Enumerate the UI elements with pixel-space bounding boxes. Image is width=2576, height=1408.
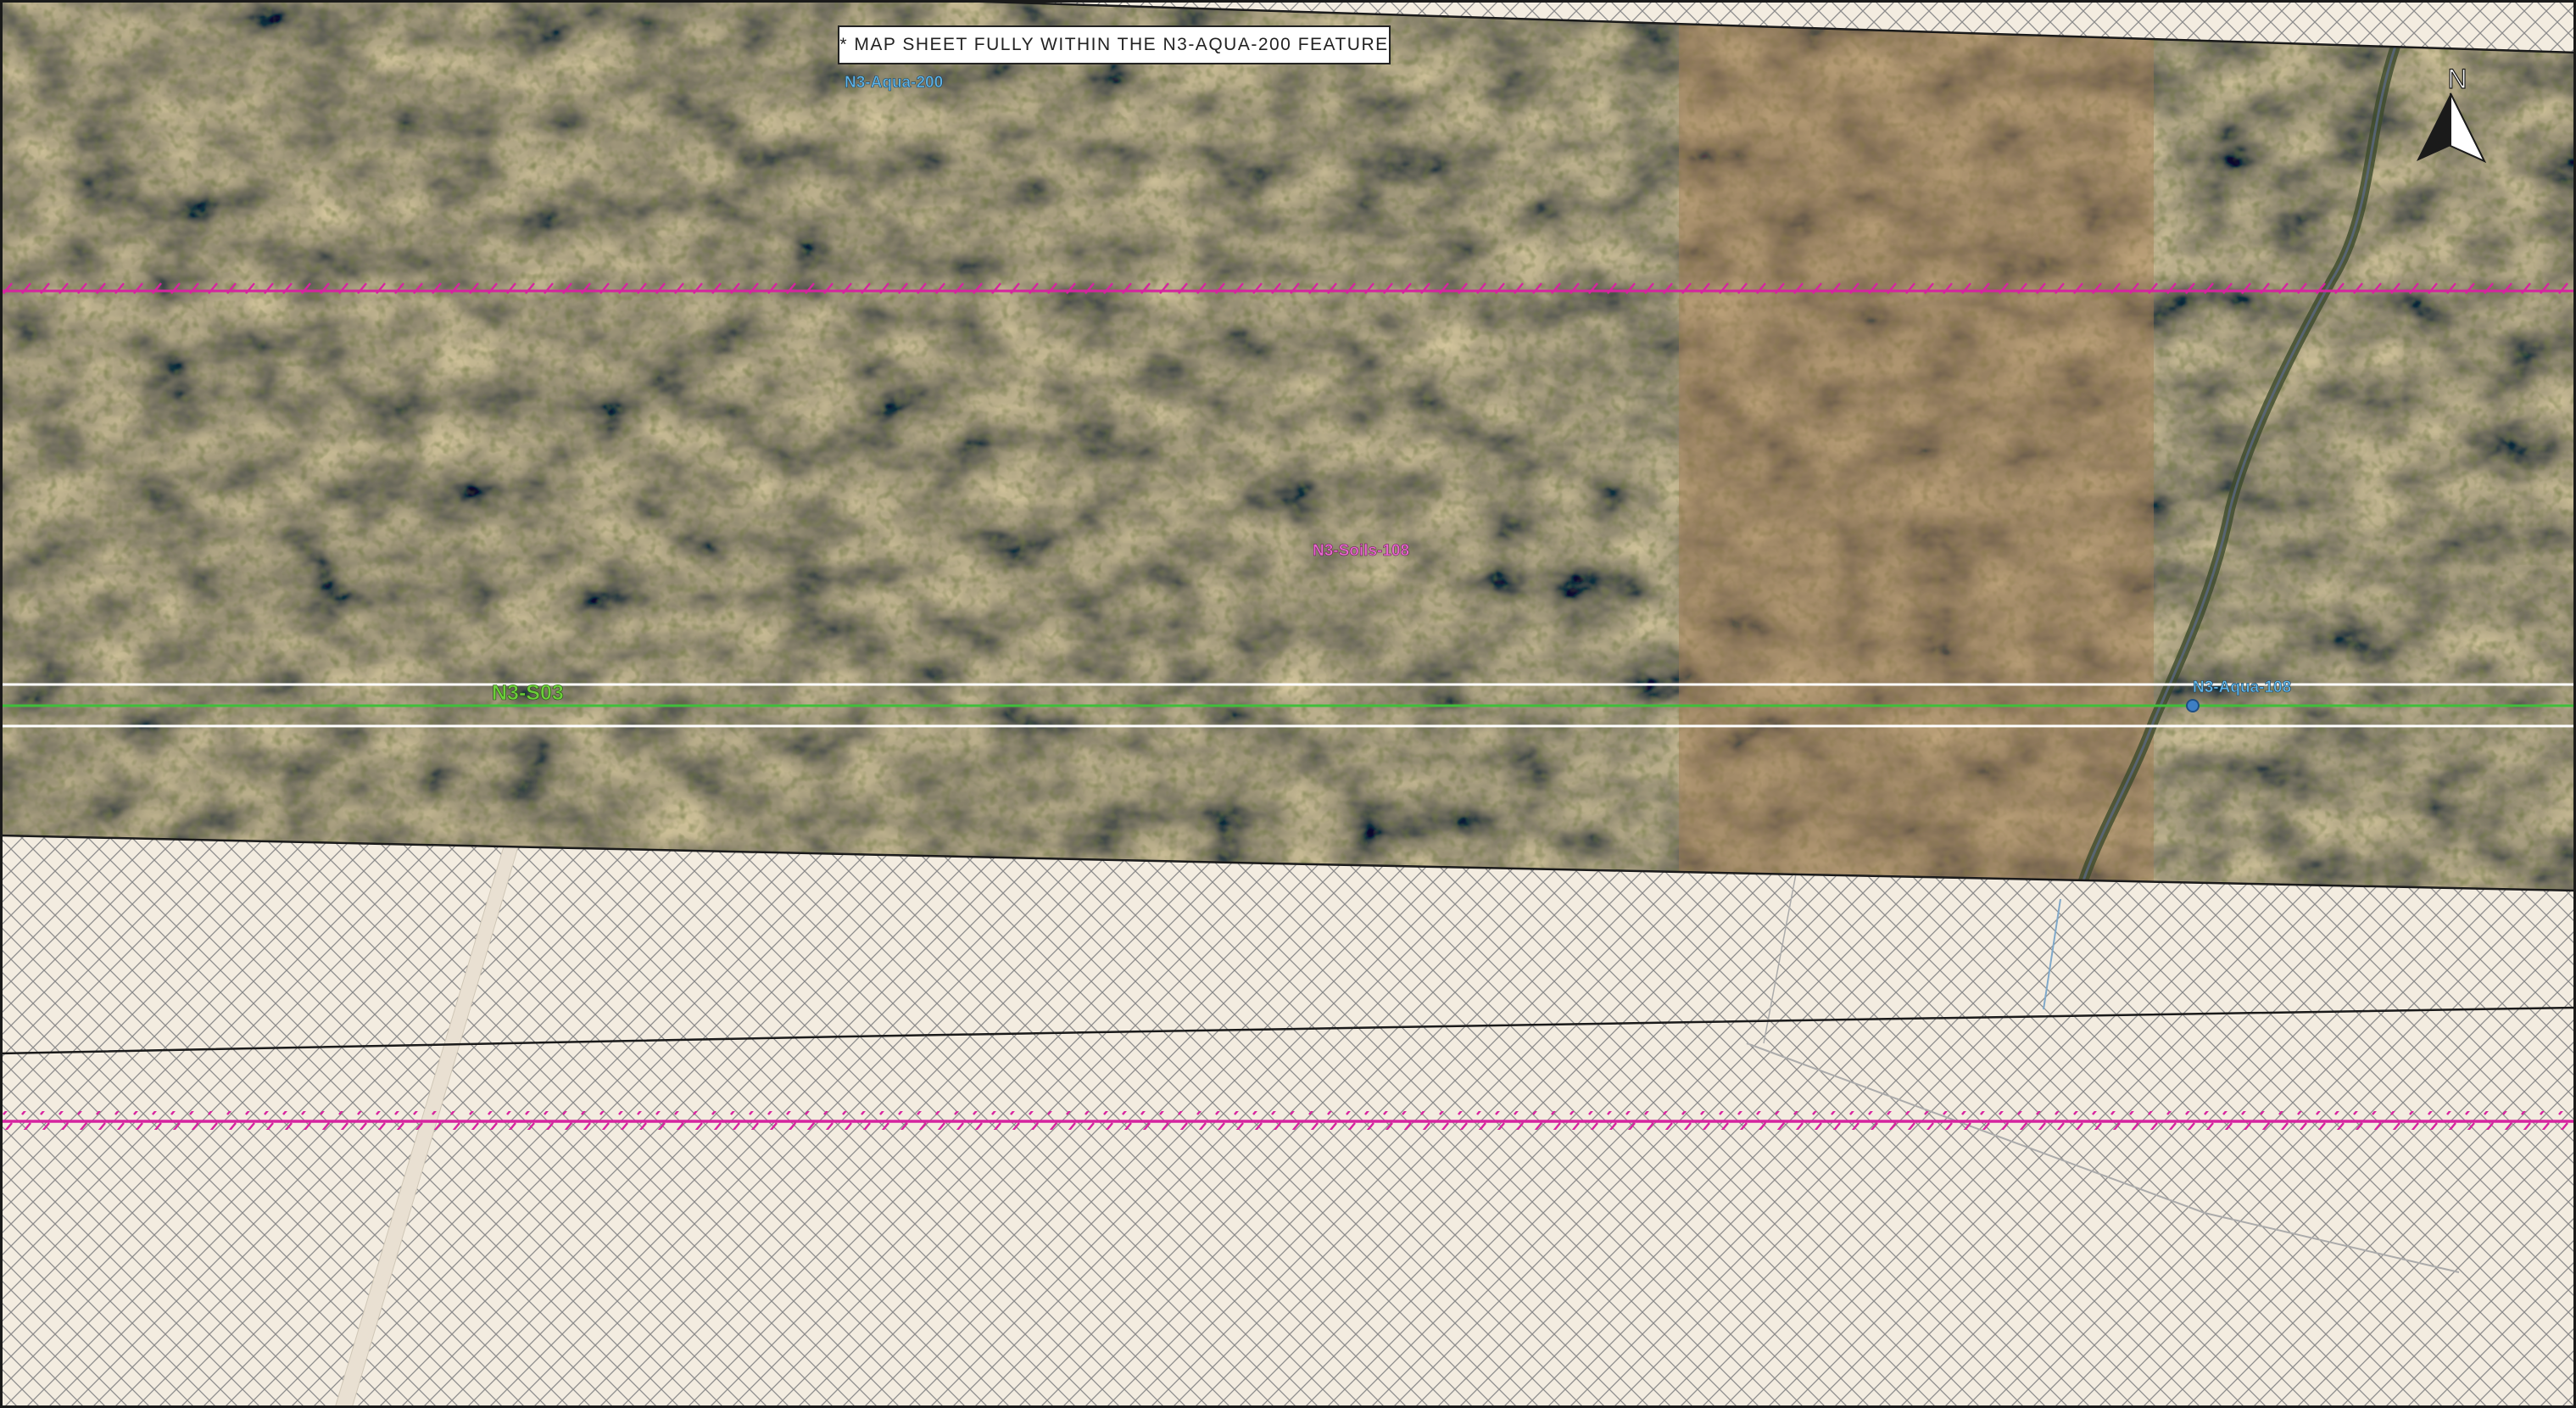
- imagery-boundary-bottom: [0, 834, 2576, 892]
- diagonal-line: [1746, 1042, 2460, 1273]
- map-sheet-notice: * MAP SHEET FULLY WITHIN THE N3-AQUA-200…: [838, 25, 1391, 64]
- aqua-108-point[interactable]: [2186, 699, 2200, 712]
- imagery-boundary-top: [932, 0, 2576, 54]
- label-aqua-200[interactable]: N3-Aqua-200: [845, 74, 944, 92]
- diagonal-line: [1763, 864, 1798, 1044]
- label-soils-108[interactable]: N3-Soils-108: [1313, 542, 1410, 561]
- blue-line: [2043, 898, 2061, 1010]
- soils-boundary-lower: [0, 1111, 2576, 1130]
- fence-line: [0, 1006, 2576, 1055]
- north-arrow-letter: N: [2447, 64, 2467, 94]
- north-arrow-icon: N: [2417, 63, 2487, 164]
- aerial-imagery: [0, 0, 2576, 891]
- label-s03[interactable]: N3-S03: [492, 681, 564, 706]
- soils-boundary-upper: [0, 282, 2576, 300]
- label-aqua-108[interactable]: N3-Aqua-108: [2193, 679, 2292, 697]
